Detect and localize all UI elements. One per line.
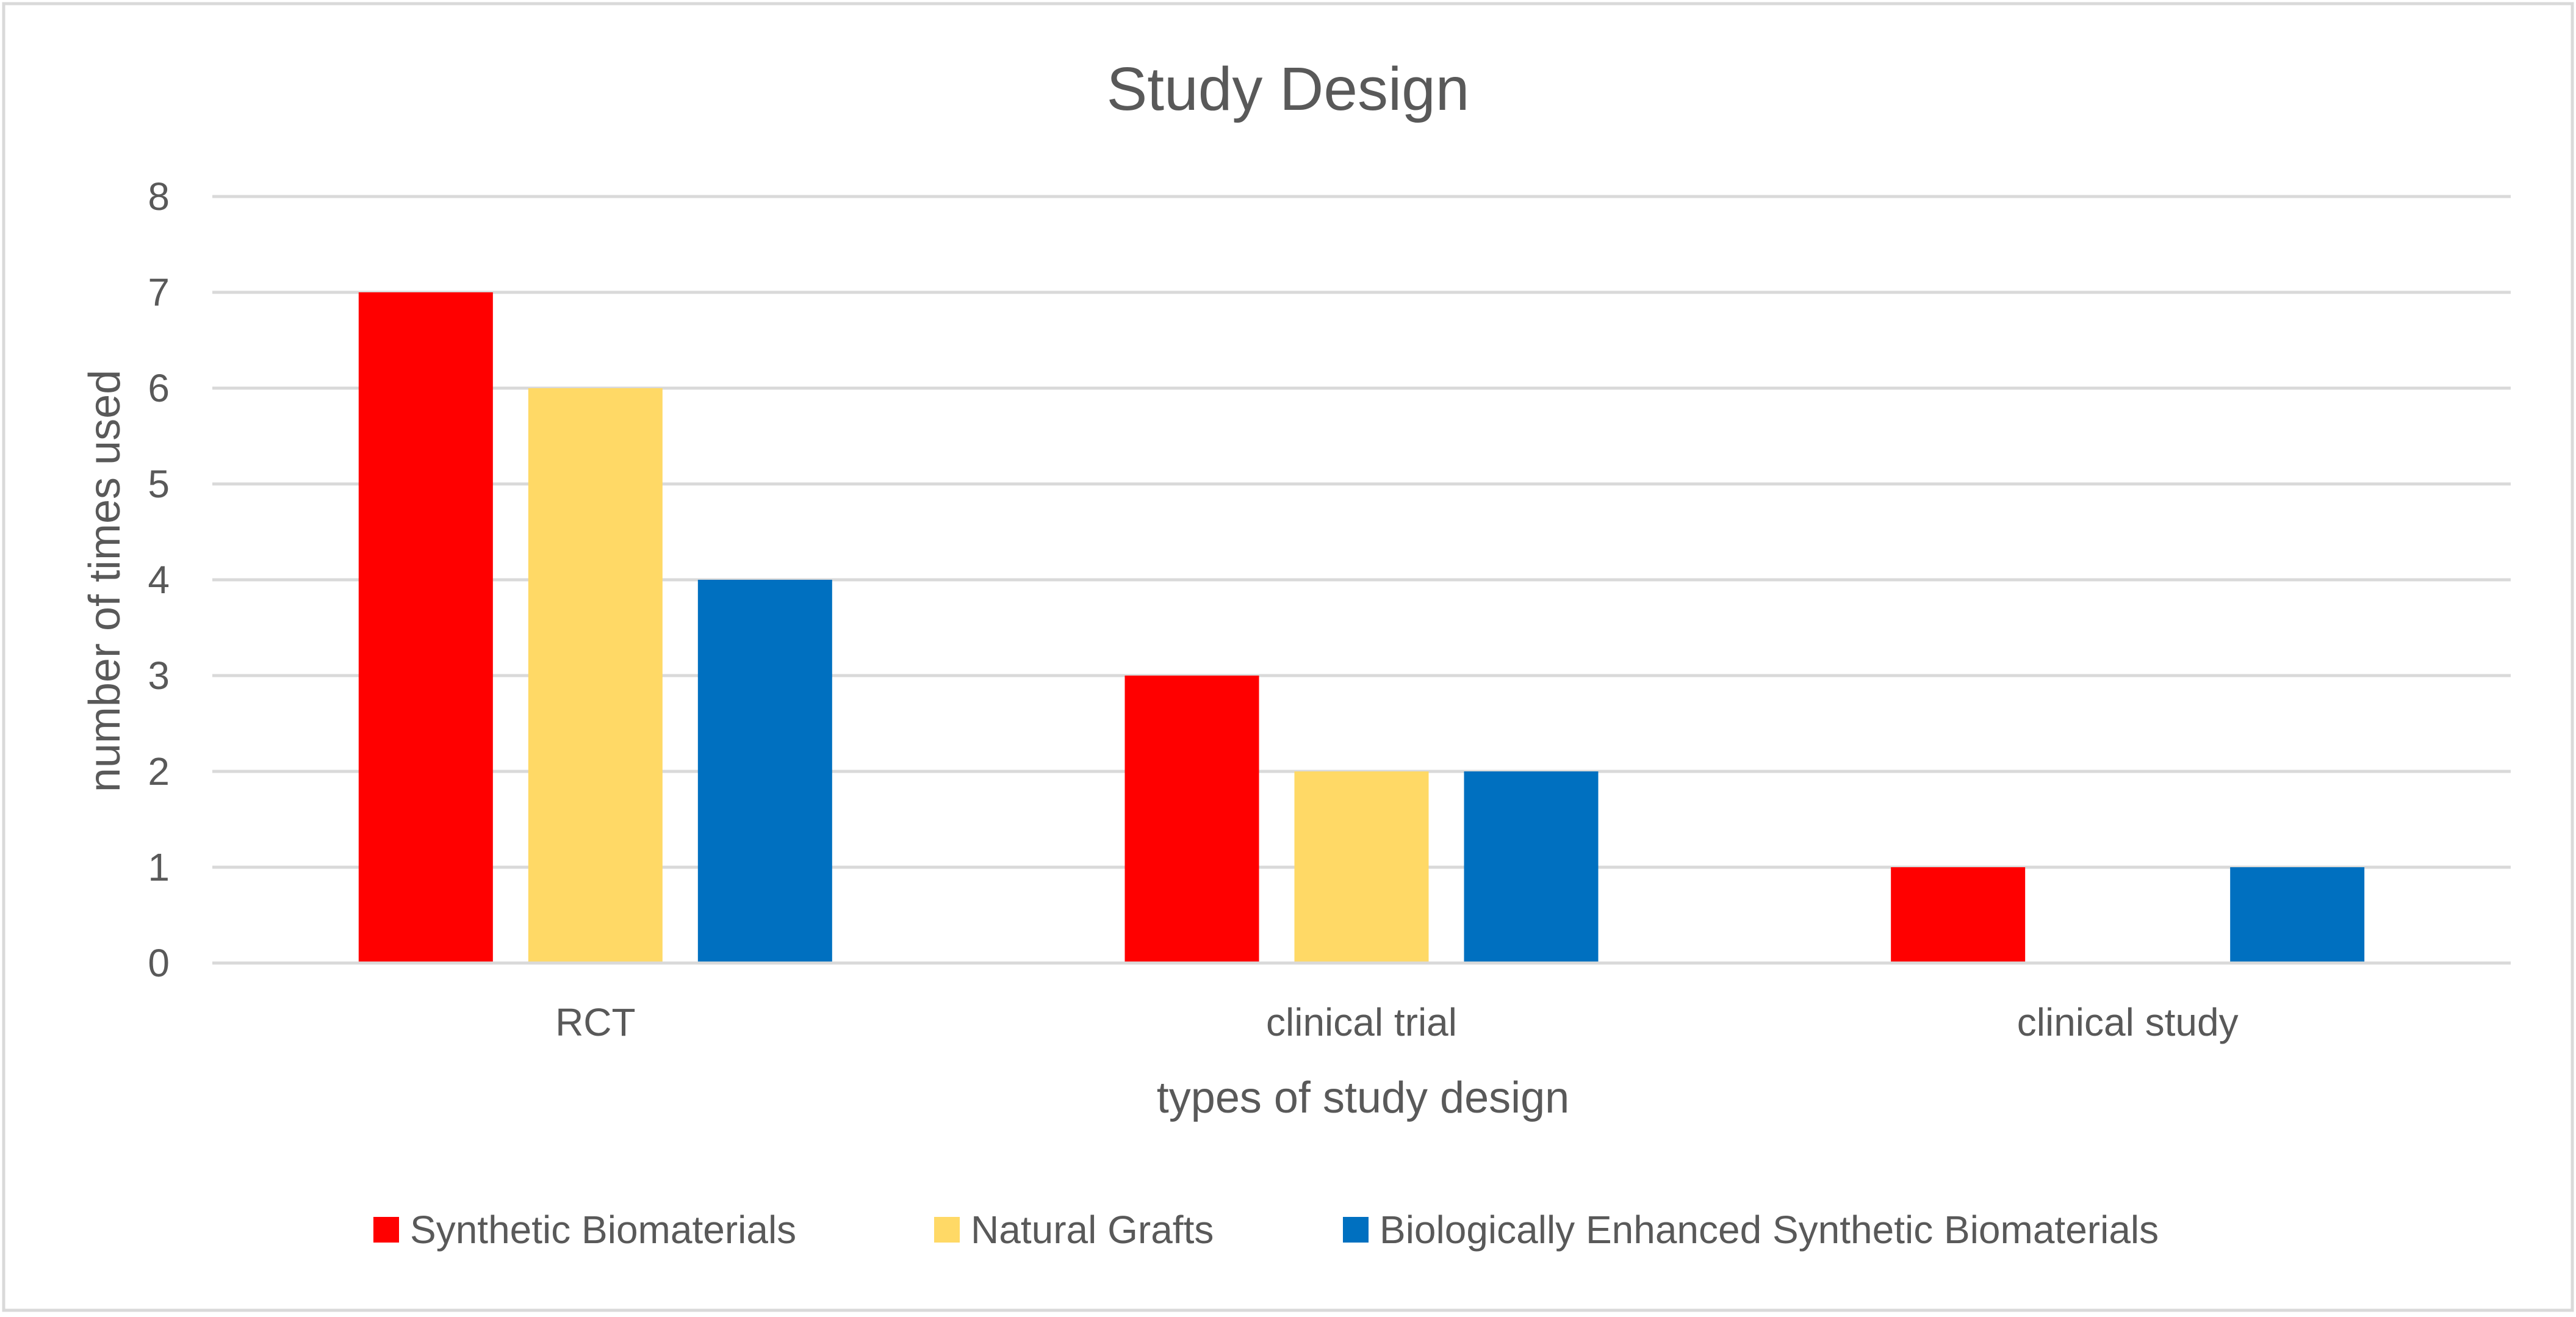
bar-rct-series-3 xyxy=(697,580,832,963)
chart-title: Study Design xyxy=(1107,55,1470,123)
y-axis-title: number of times used xyxy=(81,370,129,792)
legend-label: Biologically Enhanced Synthetic Biomater… xyxy=(1380,1208,2159,1252)
y-tick-label: 8 xyxy=(148,175,170,218)
legend-label: Natural Grafts xyxy=(971,1208,1214,1252)
bar-clinical-study-series-3 xyxy=(2230,867,2365,963)
x-axis-tick-labels: RCT clinical trial clinical study xyxy=(555,1000,2239,1044)
y-tick-label: 5 xyxy=(148,462,170,506)
bar-clinical-study-series-1 xyxy=(1891,867,2026,963)
legend-swatch xyxy=(373,1217,399,1243)
bar-clinical-trial-series-1 xyxy=(1124,676,1259,963)
x-tick-label: clinical study xyxy=(2017,1000,2239,1044)
y-tick-label: 0 xyxy=(148,941,170,985)
y-tick-label: 3 xyxy=(148,654,170,698)
legend: Synthetic Biomaterials Natural Grafts Biol… xyxy=(373,1208,2159,1252)
y-axis-tick-labels: 0 1 2 3 4 5 6 7 8 xyxy=(148,175,170,985)
bars xyxy=(358,292,2365,963)
y-tick-label: 6 xyxy=(148,366,170,410)
legend-swatch xyxy=(1343,1217,1369,1243)
legend-label: Synthetic Biomaterials xyxy=(410,1208,796,1252)
legend-swatch xyxy=(934,1217,960,1243)
x-axis-title: types of study design xyxy=(1157,1073,1569,1122)
bar-clinical-trial-series-2 xyxy=(1294,771,1429,963)
y-tick-label: 2 xyxy=(148,749,170,793)
bar-clinical-trial-series-3 xyxy=(1464,771,1599,963)
y-tick-label: 7 xyxy=(148,270,170,314)
x-tick-label: RCT xyxy=(555,1000,636,1044)
bar-rct-series-2 xyxy=(528,388,663,963)
bar-rct-series-1 xyxy=(358,292,493,963)
y-tick-label: 1 xyxy=(148,845,170,889)
x-tick-label: clinical trial xyxy=(1266,1000,1457,1044)
y-tick-label: 4 xyxy=(148,558,170,602)
